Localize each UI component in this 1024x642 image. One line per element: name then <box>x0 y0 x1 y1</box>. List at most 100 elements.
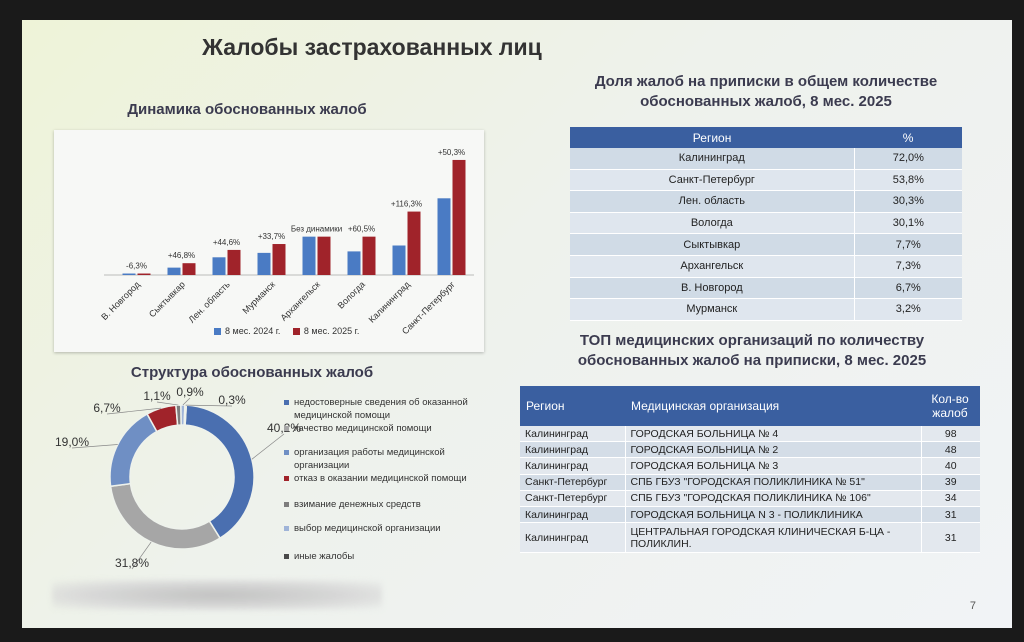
bar-category-label: Вологда <box>336 279 367 310</box>
donut-legend-item: иные жалобы <box>284 550 494 563</box>
donut-legend-item: недостоверные сведения об оказанной меди… <box>284 396 494 422</box>
bar-category-label: Архангельск <box>278 279 321 322</box>
bar-category-label: Мурманск <box>240 279 277 316</box>
share-col-percent: % <box>854 127 962 148</box>
top-cell-count: 39 <box>920 474 980 491</box>
donut-leader-line <box>182 397 191 406</box>
bar-chart-legend: 8 мес. 2024 г. 8 мес. 2025 г. <box>214 326 359 336</box>
donut-chart: 40,2%31,8%19,0%6,7%1,1%0,9%0,3% <box>55 385 301 570</box>
bar-data-label: +46,8% <box>168 251 195 260</box>
bar-2025 <box>317 236 331 275</box>
share-row: Лен. область 30,3% <box>570 190 962 213</box>
top-col-organization: Медицинская организация <box>625 386 921 426</box>
share-heading: Доля жалоб на приписки в общем количеств… <box>570 72 962 112</box>
top-cell-organization: СПБ ГБУЗ "ГОРОДСКАЯ ПОЛИКЛИНИКА № 51" <box>624 474 921 491</box>
share-row: Архангельск 7,3% <box>570 255 962 278</box>
bar-2024 <box>437 198 451 275</box>
top-col-region: Регион <box>520 386 625 426</box>
top-row: Калининград ЦЕНТРАЛЬНАЯ ГОРОДСКАЯ КЛИНИЧЕ… <box>520 522 980 554</box>
bar-2025 <box>227 249 241 275</box>
top-cell-region: Калининград <box>520 457 625 475</box>
donut-slice <box>184 404 255 540</box>
top-row: Калининград ГОРОДСКАЯ БОЛЬНИЦА № 4 98 <box>520 426 980 443</box>
bar-category-label: Сыктывкар <box>147 279 187 319</box>
top-cell-organization: ГОРОДСКАЯ БОЛЬНИЦА № 2 <box>624 441 921 459</box>
top-row: Калининград ГОРОДСКАЯ БОЛЬНИЦА N 3 - ПОЛИ… <box>520 506 980 524</box>
donut-value-label: 6,7% <box>93 401 121 415</box>
donut-legend-label: иные жалобы <box>294 551 355 562</box>
share-cell-region: Архангельск <box>570 255 855 278</box>
bar-2025 <box>272 244 286 275</box>
share-row: Санкт-Петербург 53,8% <box>570 169 962 192</box>
bar-data-label: +116,3% <box>391 200 422 209</box>
share-row: Сыктывкар 7,7% <box>570 233 962 256</box>
bar-2025 <box>182 263 196 275</box>
share-cell-region: Мурманск <box>570 298 855 321</box>
legend-bullet-icon <box>284 526 289 531</box>
bar-data-label: -6,3% <box>126 262 147 271</box>
share-cell-percent: 72,0% <box>853 148 962 170</box>
bar-chart-heading: Динамика обоснованных жалоб <box>127 101 367 118</box>
bar-data-label: +50,3% <box>438 148 465 157</box>
donut-legend-item: качество медицинской помощи <box>284 422 494 435</box>
share-table: Регион % Калининград 72,0% Санкт-Петербург… <box>570 127 962 321</box>
donut-leader-line <box>185 404 233 407</box>
donut-slice <box>109 482 222 550</box>
blurred-logo <box>52 580 382 610</box>
share-cell-region: Лен. область <box>570 190 855 213</box>
bar-2024 <box>257 252 271 275</box>
top-cell-region: Калининград <box>520 426 625 443</box>
legend-swatch-2024 <box>214 328 221 336</box>
top-cell-count: 98 <box>920 426 980 443</box>
top-cell-count: 31 <box>920 522 980 554</box>
donut-leader-line <box>131 541 152 570</box>
bar-2025 <box>452 159 466 275</box>
bar-2024 <box>392 245 406 275</box>
top-cell-count: 48 <box>920 441 980 459</box>
bar-chart: -6,3% В. Новгород +46,8% Сыктывкар +44,6% Лен… <box>99 148 474 336</box>
donut-legend-item: отказ в оказании медицинской помощи <box>284 472 494 485</box>
share-col-region: Регион <box>570 127 855 148</box>
top-cell-region: Калининград <box>520 522 625 554</box>
top-cell-count: 31 <box>920 506 980 524</box>
top-heading-line1: ТОП медицинских организаций по количеств… <box>579 332 925 349</box>
donut-legend-label: организация работы медицинской организац… <box>294 447 445 471</box>
top-cell-region: Санкт-Петербург <box>520 490 625 507</box>
donut-chart-heading: Структура обоснованных жалоб <box>130 364 374 381</box>
top-cell-region: Санкт-Петербург <box>520 474 625 491</box>
bar-2024 <box>167 267 181 275</box>
legend-bullet-icon <box>284 476 289 481</box>
share-cell-region: Сыктывкар <box>570 233 855 256</box>
bar-2024 <box>122 273 136 275</box>
legend-label-2025: 8 мес. 2025 г. <box>303 326 360 336</box>
bar-2025 <box>407 211 421 275</box>
share-cell-percent: 53,8% <box>853 169 962 192</box>
top-col-count: Кол-во жалоб <box>921 386 980 426</box>
donut-leader-line <box>71 444 118 449</box>
presentation-slide: Жалобы застрахованных лиц Динамика обосн… <box>22 20 1012 628</box>
share-cell-region: Вологда <box>570 212 855 235</box>
donut-legend-item: выбор медицинской организации <box>284 522 494 535</box>
share-cell-percent: 7,3% <box>853 255 962 278</box>
share-row: В. Новгород 6,7% <box>570 277 962 300</box>
top-row: Калининград ГОРОДСКАЯ БОЛЬНИЦА № 2 48 <box>520 441 980 459</box>
bar-category-label: В. Новгород <box>99 279 142 322</box>
donut-legend-label: выбор медицинской организации <box>294 523 441 534</box>
donut-value-label: 0,9% <box>176 385 204 399</box>
donut-legend-label: недостоверные сведения об оказанной меди… <box>294 397 468 421</box>
legend-swatch-2025 <box>292 328 300 336</box>
legend-bullet-icon <box>284 426 289 431</box>
top-cell-organization: ЦЕНТРАЛЬНАЯ ГОРОДСКАЯ КЛИНИЧЕСКАЯ Б-ЦА -… <box>624 522 921 554</box>
donut-legend-label: взимание денежных средств <box>294 499 421 510</box>
bar-2025 <box>137 273 151 275</box>
bar-data-label: +60,5% <box>348 225 375 234</box>
page-number: 7 <box>969 600 976 612</box>
top-cell-organization: ГОРОДСКАЯ БОЛЬНИЦА № 4 <box>624 426 921 443</box>
bar-2025 <box>362 236 376 275</box>
top-row: Санкт-Петербург СПБ ГБУЗ "ГОРОДСКАЯ ПОЛИК… <box>520 490 980 507</box>
share-row: Калининград 72,0% <box>570 148 962 170</box>
bar-2024 <box>212 257 226 275</box>
top-heading-line2: обоснованных жалоб на приписки, 8 мес. 2… <box>577 352 927 369</box>
donut-value-label: 31,8% <box>115 556 149 570</box>
slide-title: Жалобы застрахованных лиц <box>202 34 542 60</box>
